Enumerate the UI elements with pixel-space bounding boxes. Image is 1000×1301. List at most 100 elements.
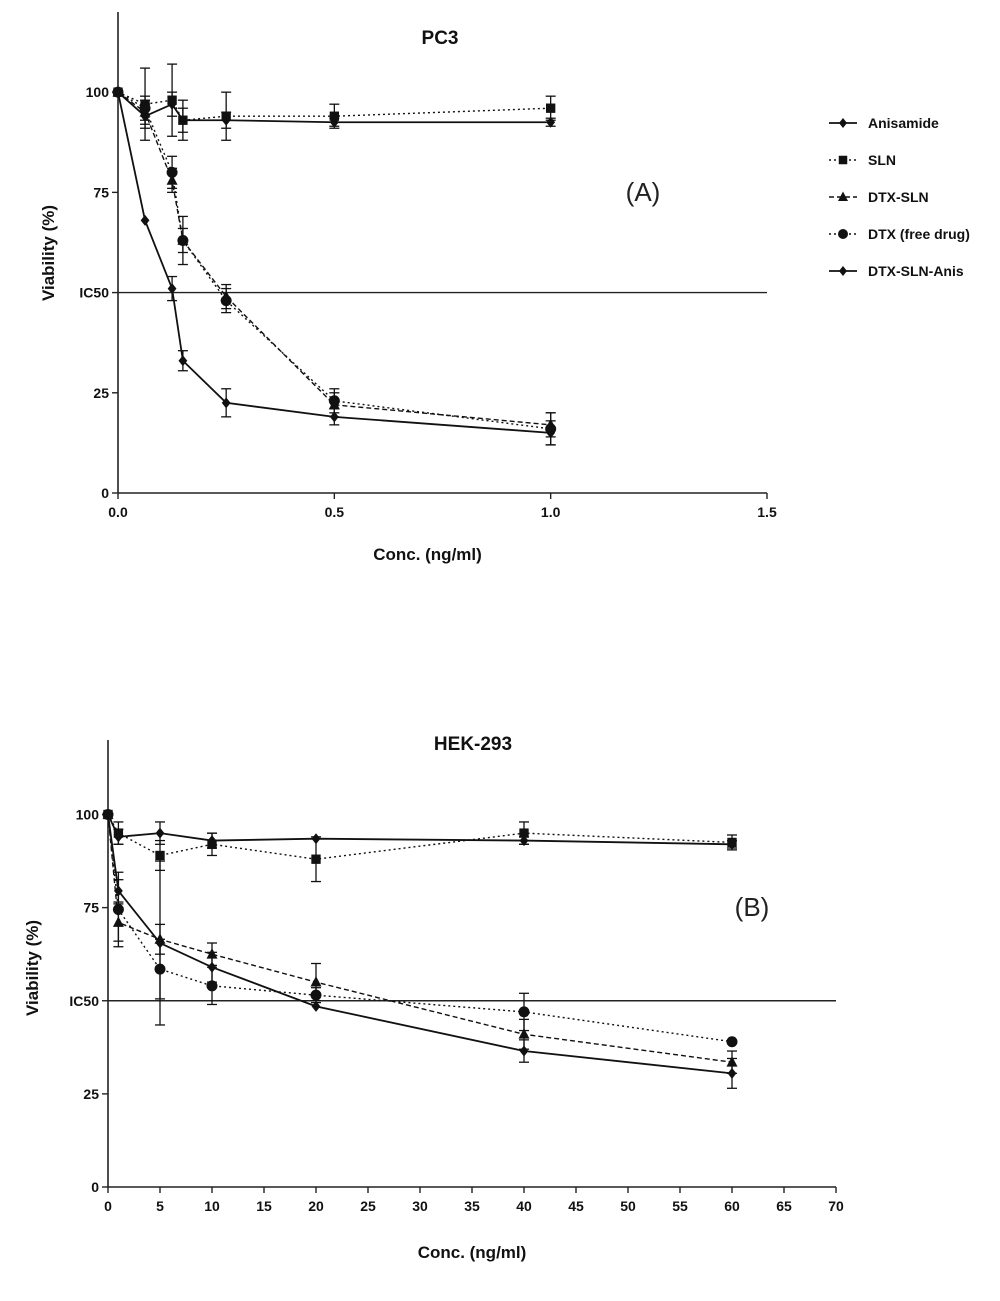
legend-item-dtx-free-drug: DTX (free drug) [829,226,970,242]
data-point [546,427,556,439]
data-point [329,411,339,423]
data-point [726,1036,738,1048]
legend-marker [838,229,848,239]
y-tick-label: 100 [76,807,100,823]
series-line [107,814,733,1063]
panel-label: (B) [735,892,770,922]
x-tick-label: 5 [156,1198,164,1214]
y-tick-label: 0 [91,1179,99,1195]
x-axis-label: Conc. (ng/ml) [373,545,482,564]
series-line [107,814,733,860]
y-tick-label: 25 [93,385,109,401]
x-tick-label: 60 [724,1198,740,1214]
legend-item-anisamide: Anisamide [829,115,939,131]
x-tick-label: 0.5 [325,504,345,520]
x-tick-label: 65 [776,1198,792,1214]
x-tick-label: 45 [568,1198,584,1214]
legend-marker [838,155,848,165]
data-point [167,283,177,295]
legend-item-sln: SLN [829,152,896,168]
data-point [220,295,232,307]
x-axis-label: Conc. (ng/ml) [418,1243,527,1262]
series-line [107,814,733,1075]
legend-marker [839,266,847,276]
data-point [140,214,150,226]
legend-label: Anisamide [868,115,939,131]
series-dtx-sln [112,86,557,438]
series-dtx-free-drug [102,809,738,1048]
y-tick-label: IC50 [69,993,99,1009]
data-point [545,103,556,113]
data-point [103,809,113,820]
data-point [519,1045,529,1057]
data-point [113,86,123,98]
data-point [518,1006,530,1018]
data-point [155,850,165,861]
data-point [139,102,151,114]
series-sln [103,809,737,883]
x-tick-label: 1.0 [541,504,561,520]
data-point [310,989,322,1001]
data-point [207,961,217,973]
x-tick-label: 70 [828,1198,844,1214]
chart-title: HEK-293 [434,734,512,755]
data-point [727,837,737,848]
data-point [166,166,178,178]
data-point [207,839,217,849]
series-dtx-free-drug [112,86,557,446]
data-point [114,885,123,897]
legend-label: SLN [868,152,896,168]
legend-label: DTX-SLN [868,189,929,205]
data-point [518,1028,530,1039]
series-line [107,814,733,1043]
x-tick-label: 30 [412,1198,428,1214]
y-tick-label: 100 [86,84,110,100]
legend-label: DTX-SLN-Anis [868,263,964,279]
x-tick-label: 0.0 [108,504,128,520]
y-tick-label: 75 [93,184,109,200]
legend-label: DTX (free drug) [868,226,970,242]
x-tick-label: 40 [516,1198,532,1214]
x-tick-label: 15 [256,1198,272,1214]
data-point [167,95,177,105]
x-tick-label: 25 [360,1198,376,1214]
y-axis-label: Viability (%) [23,920,42,1016]
data-point [113,828,124,838]
y-tick-label: 75 [83,900,99,916]
y-axis-label: Viability (%) [39,205,58,301]
data-point [727,1067,737,1079]
x-tick-label: 0 [104,1198,112,1214]
x-tick-label: 55 [672,1198,688,1214]
series-dtx-sln [102,808,738,1075]
series-dtx-sln-anis [103,809,737,1089]
legend-item-dtx-sln: DTX-SLN [829,189,929,205]
data-point [155,827,165,839]
y-tick-label: 25 [83,1086,99,1102]
data-point [311,1000,321,1012]
panel-label: (A) [626,177,661,207]
chart-title: PC3 [422,28,459,49]
data-point [177,234,189,246]
chart-panel-b: 0 25 IC50 75 100 0 5 10 15 20 25 30 35 40 45 50 55 60 65 70… [23,734,844,1262]
data-point [519,828,529,838]
x-tick-label: 50 [620,1198,636,1214]
data-point [178,355,188,367]
x-tick-label: 20 [308,1198,324,1214]
chart-panel-a: 0 25 IC50 75 100 0.0 0.5 1.0 1.5 PC3 (A) Conc. (ng/… [39,12,777,564]
chart-legend: Anisamide SLN DTX-SLN DTX (free drug) DTX-SL… [829,115,970,279]
legend-item-dtx-sln-anis: DTX-SLN-Anis [829,263,964,279]
series-line [107,814,733,846]
data-point [221,111,231,121]
series-anisamide [103,809,737,850]
x-tick-label: 1.5 [757,504,777,520]
series-sln [113,63,556,141]
legend-marker [839,118,847,128]
series-dtx-sln-anis [113,86,556,446]
y-tick-label: 0 [101,485,109,501]
data-point [310,976,322,987]
data-point [155,937,165,949]
data-point [206,980,218,992]
x-tick-label: 10 [204,1198,220,1214]
